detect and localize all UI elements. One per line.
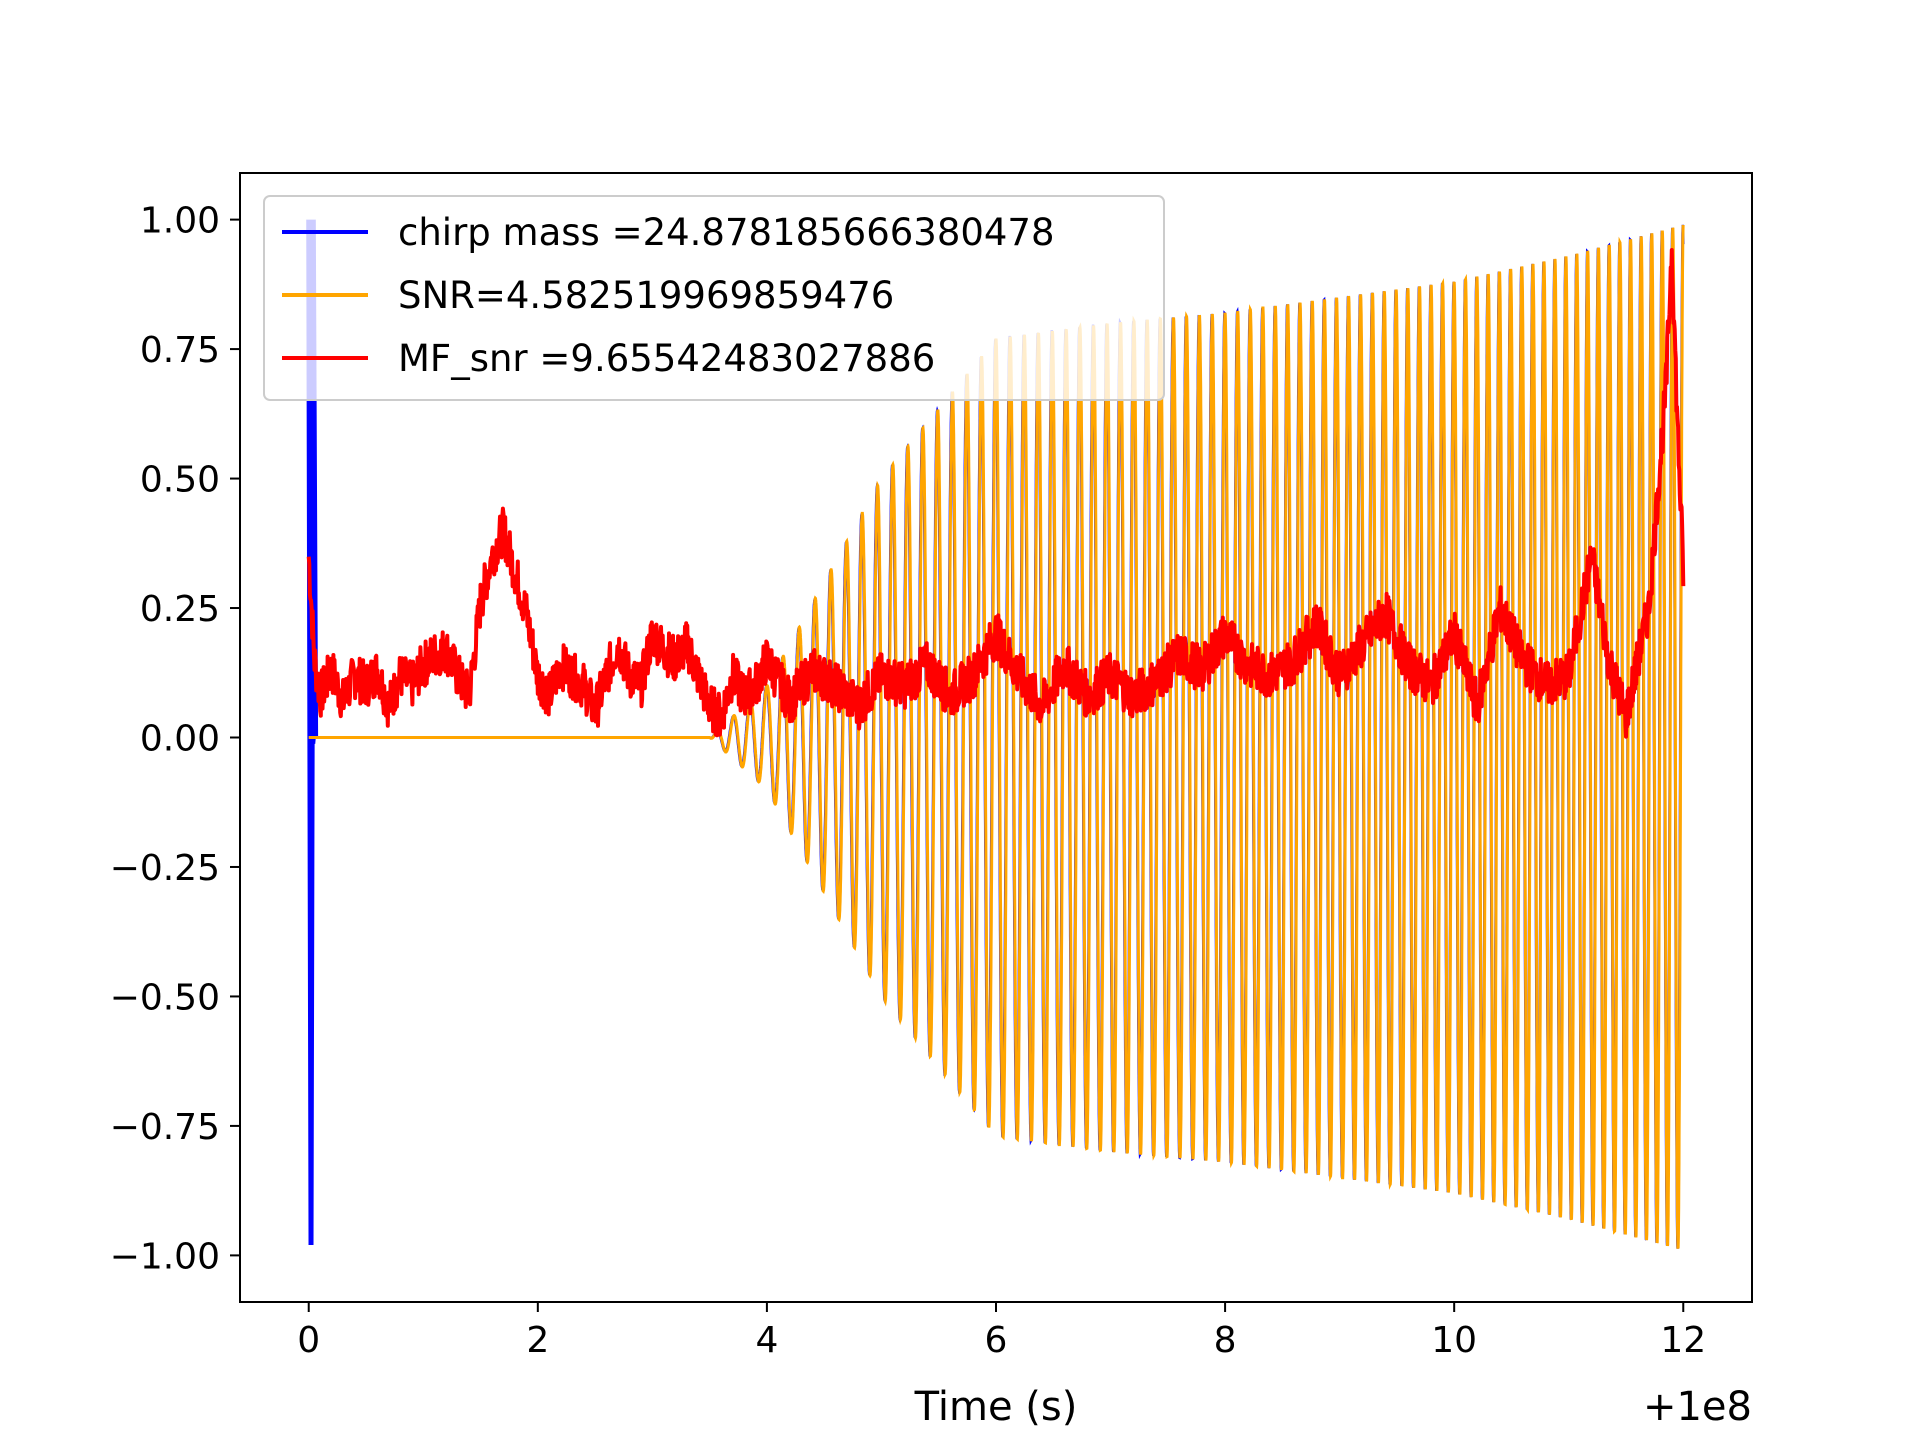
x-tick-label: 0 (297, 1320, 320, 1361)
x-tick-label: 12 (1660, 1320, 1706, 1361)
legend-label: MF_snr =9.65542483027886 (398, 337, 935, 380)
x-axis: 0 2 4 6 8 10 12 (297, 1302, 1706, 1361)
y-tick-label: −0.75 (110, 1107, 220, 1148)
y-tick-label: 0.00 (140, 719, 220, 760)
legend-label: chirp mass =24.878185666380478 (398, 211, 1055, 254)
y-tick-label: −0.25 (110, 848, 220, 889)
y-tick-label: 1.00 (140, 201, 220, 242)
y-axis: 1.00 0.75 0.50 0.25 0.00 −0.25 −0.50 −0.75 −1.00 (110, 201, 240, 1277)
x-tick-label: 6 (985, 1320, 1008, 1361)
legend-box (263, 195, 1165, 401)
y-tick-label: 0.75 (140, 330, 220, 371)
legend: chirp mass =24.878185666380478 SNR=4.5825… (263, 195, 1165, 401)
x-tick-label: 10 (1431, 1320, 1477, 1361)
y-tick-label: 0.25 (140, 589, 220, 630)
x-tick-label: 4 (755, 1320, 778, 1361)
x-axis-offset-label: +1e8 (1643, 1384, 1752, 1430)
x-tick-label: 2 (526, 1320, 549, 1361)
y-tick-label: −1.00 (110, 1236, 220, 1277)
y-tick-label: −0.50 (110, 977, 220, 1018)
series-line-mf-snr (306, 248, 1686, 739)
y-tick-label: 0.50 (140, 460, 220, 501)
x-axis-label: Time (s) (914, 1384, 1078, 1430)
legend-label: SNR=4.582519969859476 (398, 274, 894, 317)
x-tick-label: 8 (1214, 1320, 1237, 1361)
series-spike-chirp-mass (306, 219, 319, 1246)
